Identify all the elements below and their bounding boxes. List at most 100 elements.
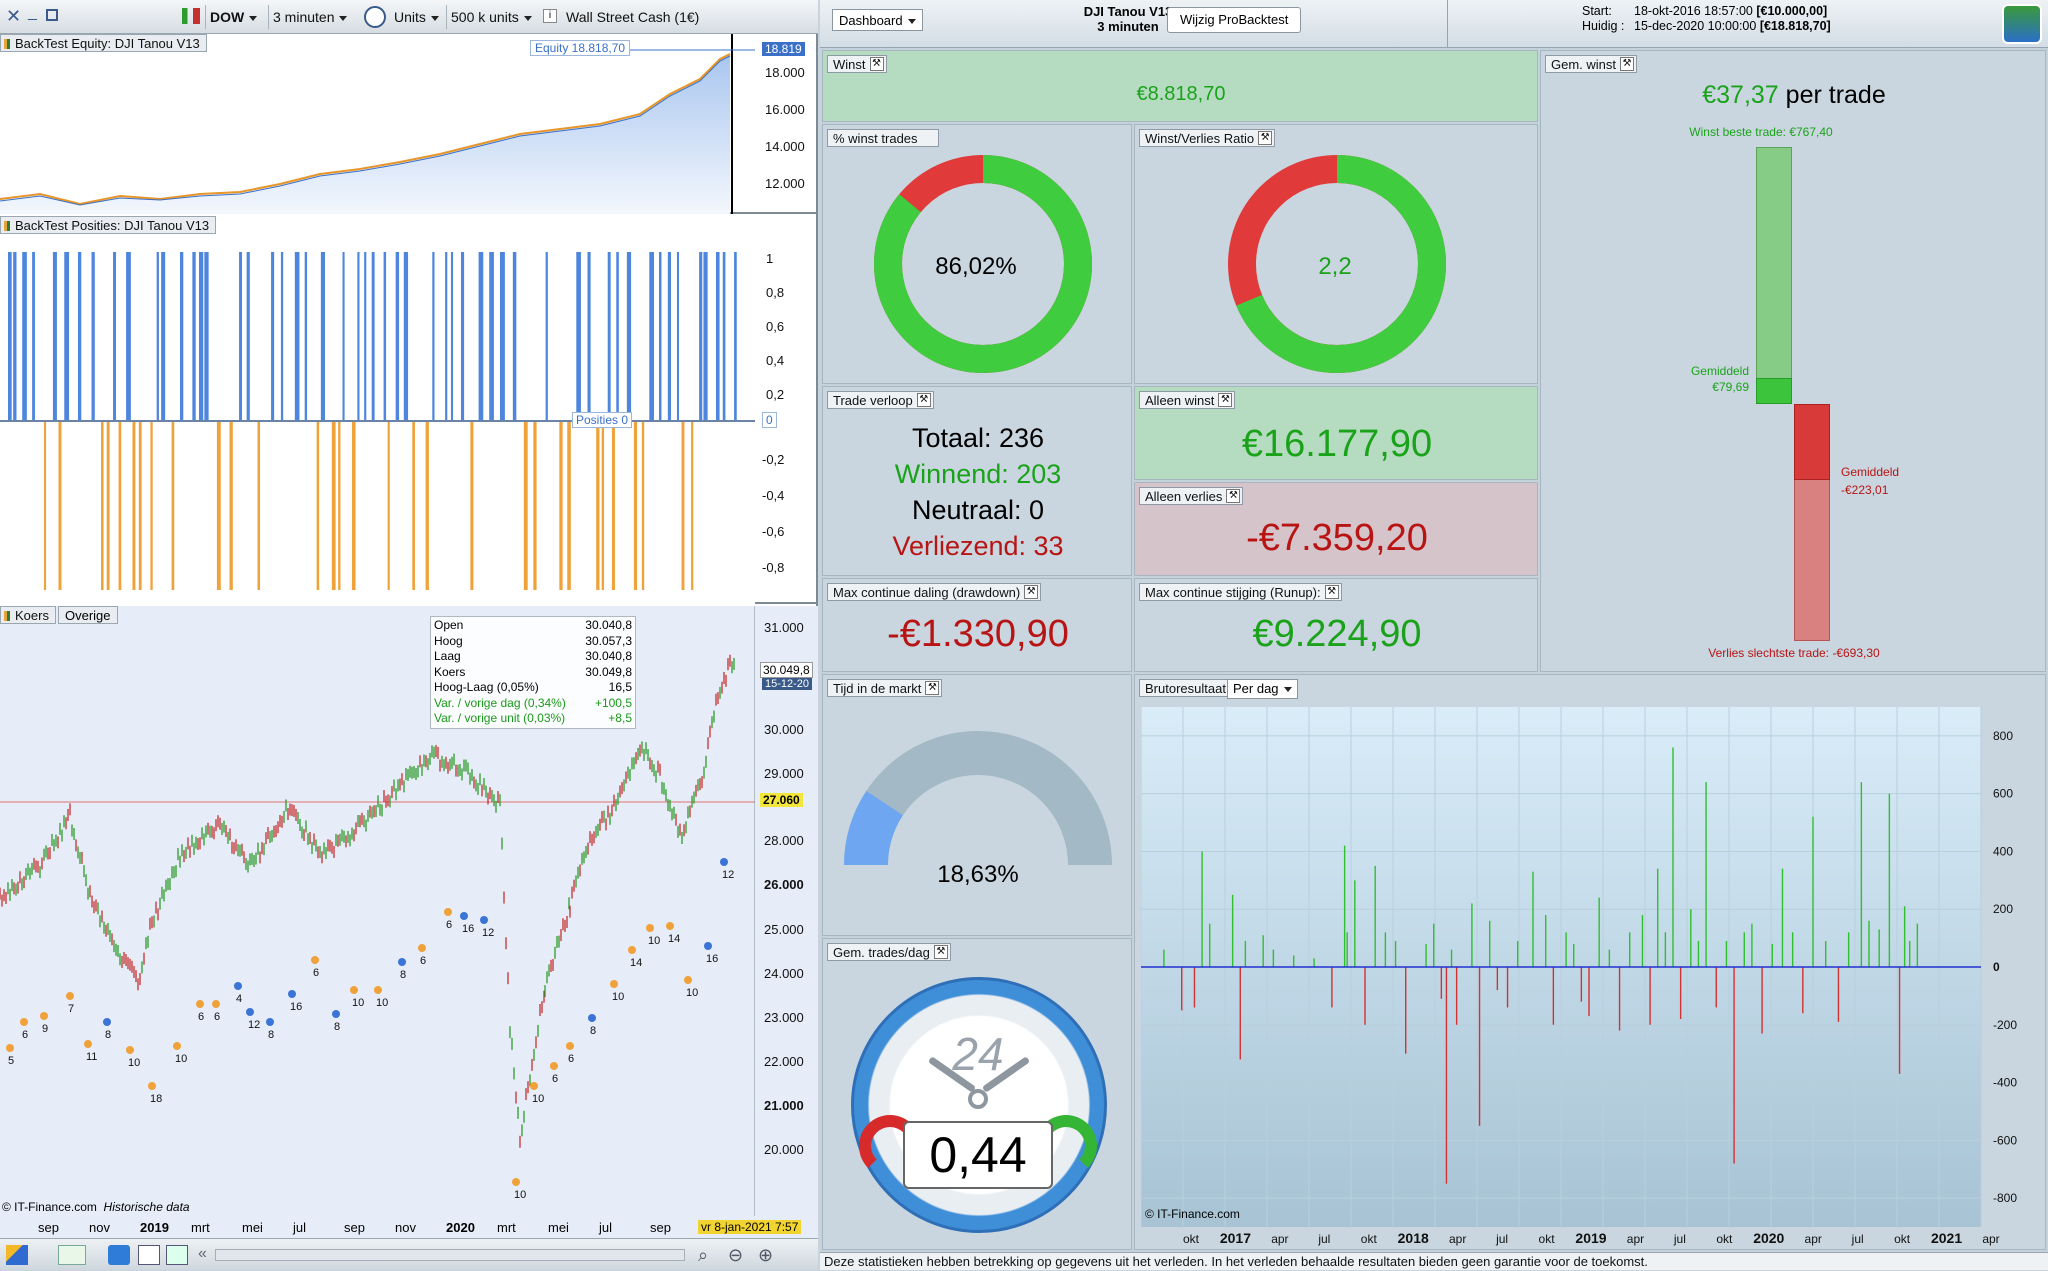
long-position-bar: [320, 252, 325, 420]
widget-title[interactable]: % winst trades: [827, 129, 939, 147]
maximize-icon[interactable]: [46, 9, 58, 21]
short-position-bar: [338, 422, 341, 590]
y-tick-label: 600: [1993, 787, 2013, 801]
tab-overige[interactable]: Overige: [58, 606, 118, 624]
positions-panel-title[interactable]: BackTest Posities: DJI Tanou V13: [0, 216, 217, 234]
wrench-icon[interactable]: ⚒: [916, 393, 931, 407]
long-position-bar: [8, 252, 12, 420]
wrench-icon[interactable]: ⚒: [1218, 393, 1233, 407]
runup-value: €9.224,90: [1252, 613, 1422, 655]
now-value: 15-dec-2020 10:00:00: [1634, 19, 1757, 33]
trade-marker: [246, 1008, 254, 1016]
axis-tick: 21.000: [764, 1098, 804, 1113]
avg-win-bar: [1756, 378, 1792, 404]
short-position-bar: [425, 422, 429, 590]
x-tick-label: 2020: [1753, 1230, 1784, 1246]
short-position-bar: [596, 422, 600, 590]
info-value: 30.040,8: [585, 618, 632, 632]
positions-zero-tag: 0: [762, 412, 777, 428]
backtest-period: Start: 18-okt-2016 18:57:00 [€10.000,00] …: [1582, 4, 1831, 34]
timeframe-select[interactable]: 3 minuten: [268, 5, 351, 29]
x-tick-label: mrt: [497, 1220, 516, 1235]
dashboard-logo-icon[interactable]: [2002, 4, 2042, 44]
candlestick-icon[interactable]: [182, 8, 200, 24]
y-tick-label: -200: [1993, 1018, 2017, 1032]
minimize-icon[interactable]: _: [28, 4, 37, 21]
modify-backtest-button[interactable]: Wijzig ProBacktest: [1167, 7, 1302, 33]
close-icon[interactable]: ✕: [6, 6, 22, 26]
zoom-in-icon[interactable]: ⊕: [758, 1245, 774, 1265]
clock-icon[interactable]: [364, 6, 386, 28]
widget-title[interactable]: Winst ⚒: [827, 55, 887, 73]
wrench-icon[interactable]: ⚒: [1324, 585, 1339, 599]
trade-marker: [126, 1046, 134, 1054]
units-mode-select[interactable]: Units: [390, 5, 443, 29]
info-icon[interactable]: i: [543, 9, 557, 23]
trade-marker-label: 8: [400, 969, 406, 981]
info-value: 30.049,8: [585, 664, 632, 679]
widget-title[interactable]: Gem. winst ⚒: [1545, 55, 1638, 73]
wrench-icon[interactable]: ⚒: [1620, 57, 1635, 71]
dashboard: Dashboard DJI Tanou V13 3 minuten Wijzig …: [820, 0, 2048, 1270]
long-position-bar: [703, 252, 708, 420]
share-icon[interactable]: [108, 1245, 130, 1265]
drawing-toolbar: « ⌕ ⊖ ⊕: [0, 1238, 818, 1270]
long-position-bar: [91, 252, 95, 420]
period-select[interactable]: Per dag: [1227, 679, 1298, 699]
long-position-bar: [192, 252, 196, 420]
date-tag: 15-12-20: [762, 678, 813, 690]
short-position-bar: [567, 422, 571, 590]
widget-title[interactable]: Trade verloop ⚒: [827, 391, 934, 409]
tab-koers[interactable]: Koers: [0, 606, 56, 624]
indicator-icon[interactable]: [166, 1245, 188, 1265]
widget-title[interactable]: Max continue daling (drawdown) ⚒: [827, 583, 1042, 601]
wrench-icon[interactable]: ⚒: [1226, 489, 1241, 503]
long-position-bar: [32, 252, 35, 420]
widget-title[interactable]: Winst/Verlies Ratio ⚒: [1139, 129, 1276, 147]
widget-title[interactable]: Gem. trades/dag ⚒: [827, 943, 951, 961]
horizontal-scrollbar[interactable]: [215, 1249, 685, 1261]
best-trade-bar: [1756, 147, 1792, 395]
start-value: 18-okt-2016 18:57:00: [1634, 4, 1753, 18]
widget-title[interactable]: Max continue stijging (Runup): ⚒: [1139, 583, 1342, 601]
units-size-select[interactable]: 500 k units: [446, 5, 536, 29]
wrench-icon[interactable]: ⚒: [925, 681, 940, 695]
wrench-icon[interactable]: ⚒: [1258, 131, 1273, 145]
x-tick-label: nov: [395, 1220, 416, 1235]
axis-tick: 24.000: [764, 966, 804, 981]
long-position-bar: [179, 252, 184, 420]
trade-marker: [512, 1178, 520, 1186]
chart-type-icon[interactable]: [58, 1245, 86, 1265]
info-row-open: Open 30.040,8: [434, 618, 632, 634]
layout-icon[interactable]: [138, 1245, 160, 1265]
widget-title[interactable]: Alleen winst ⚒: [1139, 391, 1236, 409]
widget-title[interactable]: Alleen verlies ⚒: [1139, 487, 1244, 505]
trades-neutral: Neutraal: 0: [911, 495, 1045, 525]
scroll-left-icon[interactable]: «: [198, 1245, 207, 1262]
trade-marker: [398, 958, 406, 966]
x-tick-label: 2021: [1931, 1230, 1962, 1246]
equity-panel-title[interactable]: BackTest Equity: DJI Tanou V13: [0, 34, 207, 52]
dashboard-select[interactable]: Dashboard: [832, 9, 923, 31]
trade-marker-label: 10: [532, 1093, 544, 1105]
wrench-icon[interactable]: ⚒: [933, 945, 948, 959]
pencil-icon[interactable]: [6, 1245, 28, 1265]
long-position-bar: [52, 252, 57, 420]
axis-tick: 29.000: [764, 766, 804, 781]
widget-title[interactable]: Brutoresultaat: [1139, 679, 1232, 697]
info-row-day-change: Var. / vorige dag (0,34%) +100,5: [434, 696, 632, 712]
axis-tick: 0,8: [766, 285, 785, 300]
wrench-icon[interactable]: ⚒: [869, 57, 884, 71]
axis-tick: -0,2: [762, 452, 785, 467]
trade-marker: [460, 912, 468, 920]
short-position-bar: [470, 422, 474, 590]
wrench-icon[interactable]: ⚒: [1024, 585, 1039, 599]
axis-tick: 1: [766, 251, 774, 266]
widget-title[interactable]: Tijd in de markt ⚒: [827, 679, 943, 697]
zoom-out-icon[interactable]: ⊖: [728, 1245, 744, 1265]
zoom-area-icon[interactable]: ⌕: [698, 1245, 709, 1265]
instrument-select[interactable]: DOW: [205, 5, 261, 29]
trade-marker-label: 6: [313, 967, 319, 979]
long-position-bar: [126, 252, 131, 420]
copyright-text: © IT-Finance.com Historische data: [2, 1200, 190, 1214]
